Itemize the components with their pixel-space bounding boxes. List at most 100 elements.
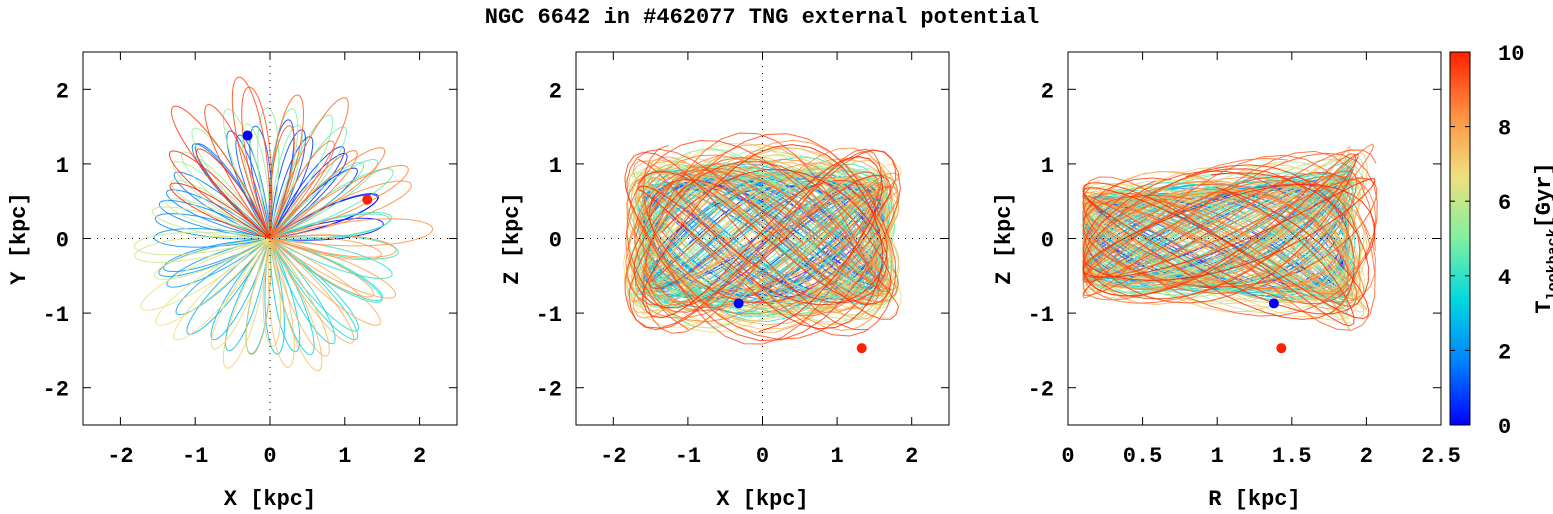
colorbar-tick-label: 0 (1498, 415, 1511, 440)
y-tick-label: 0 (1041, 229, 1054, 254)
x-tick-label: 1 (830, 444, 843, 469)
orbit-segment (269, 140, 335, 239)
orbit-xy (133, 76, 434, 372)
orbit-segment (269, 158, 379, 239)
orbit-segment (158, 238, 271, 277)
y-tick-label: -1 (43, 303, 69, 328)
x-tick-label: -2 (107, 444, 133, 469)
orbit-segment (269, 238, 330, 357)
colorbar-label-sub: lookback (1545, 228, 1553, 300)
x-tick-label: -2 (600, 444, 626, 469)
panel-xy: -2 -1 0 1 2 -2 -1 0 1 2 X [kpc] Y [kpc] (7, 51, 458, 512)
orbit-segment (165, 189, 271, 239)
x-tick-label: 0.5 (1123, 444, 1163, 469)
orbit-segment (648, 178, 877, 304)
y-tick-label: 1 (549, 154, 562, 179)
orbit-segment (269, 164, 409, 239)
orbit-segment (626, 147, 899, 330)
orbit-segment (269, 238, 336, 345)
colorbar-gradient (1449, 51, 1471, 426)
orbit-segment (153, 228, 271, 248)
marker-end (362, 194, 373, 205)
y-tick-label: 0 (56, 229, 69, 254)
orbit-segment (165, 198, 271, 239)
marker-end (1276, 343, 1287, 354)
x-tick-label: 2.5 (1421, 444, 1461, 469)
colorbar-tick-label: 2 (1498, 340, 1511, 365)
orbit-segment (637, 169, 888, 306)
orbit-segment (1082, 171, 1361, 304)
orbit-segment (264, 238, 286, 355)
orbit-segment (155, 238, 271, 326)
orbit-segment (626, 170, 899, 315)
orbit-segment (210, 238, 271, 341)
orbit-segment (222, 238, 271, 369)
orbit-segment (140, 238, 271, 311)
colorbar-ticks: 0 2 4 6 8 10 (1450, 42, 1524, 440)
orbit-segment (624, 149, 901, 342)
orbit-segment (1082, 152, 1359, 300)
x-axis-label: X [kpc] (716, 487, 808, 512)
y-axis-label: Z [kpc] (992, 192, 1017, 284)
orbit-segment (269, 238, 323, 372)
orbit-segment (133, 231, 271, 256)
orbit-segment (175, 238, 271, 316)
y-axis-label: Z [kpc] (500, 192, 525, 284)
orbit-segment (269, 147, 386, 239)
x-tick-label: 0 (756, 444, 769, 469)
orbit-segment (231, 76, 271, 239)
orbit-segment (269, 234, 399, 260)
colorbar-label-unit: [Gyr] (1532, 162, 1553, 228)
orbit-segment (269, 238, 301, 353)
orbit-segment (153, 238, 271, 280)
colorbar-tick-label: 10 (1498, 42, 1524, 67)
orbit-segment (269, 238, 381, 326)
orbit-rz (1081, 143, 1378, 331)
panel-xz: -2 -1 0 1 2 -2 -1 0 1 2 X [kpc] Z [kpc] (500, 51, 950, 512)
orbit-segment (642, 132, 883, 345)
y-tick-label: -1 (536, 303, 562, 328)
orbit-segment (224, 238, 271, 352)
orbit-segment (204, 104, 271, 239)
orbit-segment (172, 160, 271, 239)
orbit-segment (269, 238, 393, 280)
colorbar-tick-label: 4 (1498, 266, 1511, 291)
orbit-segment (633, 161, 892, 309)
orbit-segment (169, 182, 271, 239)
chart-title: NGC 6642 in #462077 TNG external potenti… (485, 5, 1040, 30)
x-tick-label: 0 (263, 444, 276, 469)
orbit-segment (152, 206, 271, 239)
orbit-segment (269, 238, 355, 344)
orbit-segment (267, 238, 295, 368)
orbit-segment (269, 152, 348, 239)
x-tick-label: 2 (905, 444, 918, 469)
orbit-segment (269, 234, 397, 258)
y-tick-label: 2 (56, 79, 69, 104)
x-tick-label: 1.5 (1272, 444, 1312, 469)
orbit-segment (269, 217, 384, 241)
orbit-segment (1082, 178, 1376, 282)
orbit-segment (269, 218, 434, 247)
x-tick-label: 2 (1360, 444, 1373, 469)
x-tick-label: 0 (1061, 444, 1074, 469)
orbit-segment (269, 150, 358, 239)
y-tick-label: -2 (1028, 378, 1054, 403)
y-tick-label: 2 (549, 79, 562, 104)
orbit-segment (269, 236, 382, 261)
panel-rz: 0 0.5 1 1.5 2 2.5 -2 -1 0 1 2 R [kpc] Z [kpc] (992, 51, 1461, 512)
x-tick-label: -1 (182, 444, 208, 469)
x-axis-label: R [kpc] (1208, 487, 1300, 512)
orbit-segment (241, 123, 271, 239)
orbit-segment (1082, 145, 1351, 331)
orbit-segment (170, 179, 271, 239)
colorbar-label-main: T (1532, 300, 1553, 313)
colorbar: 0 2 4 6 8 10 Tlookback[Gyr] (1449, 42, 1553, 440)
colorbar-tick-label: 8 (1498, 117, 1511, 142)
orbit-segment (210, 238, 271, 350)
orbit-segment (642, 163, 883, 312)
marker-start (242, 130, 253, 141)
orbit-segment (134, 235, 271, 263)
y-tick-label: 0 (549, 229, 562, 254)
